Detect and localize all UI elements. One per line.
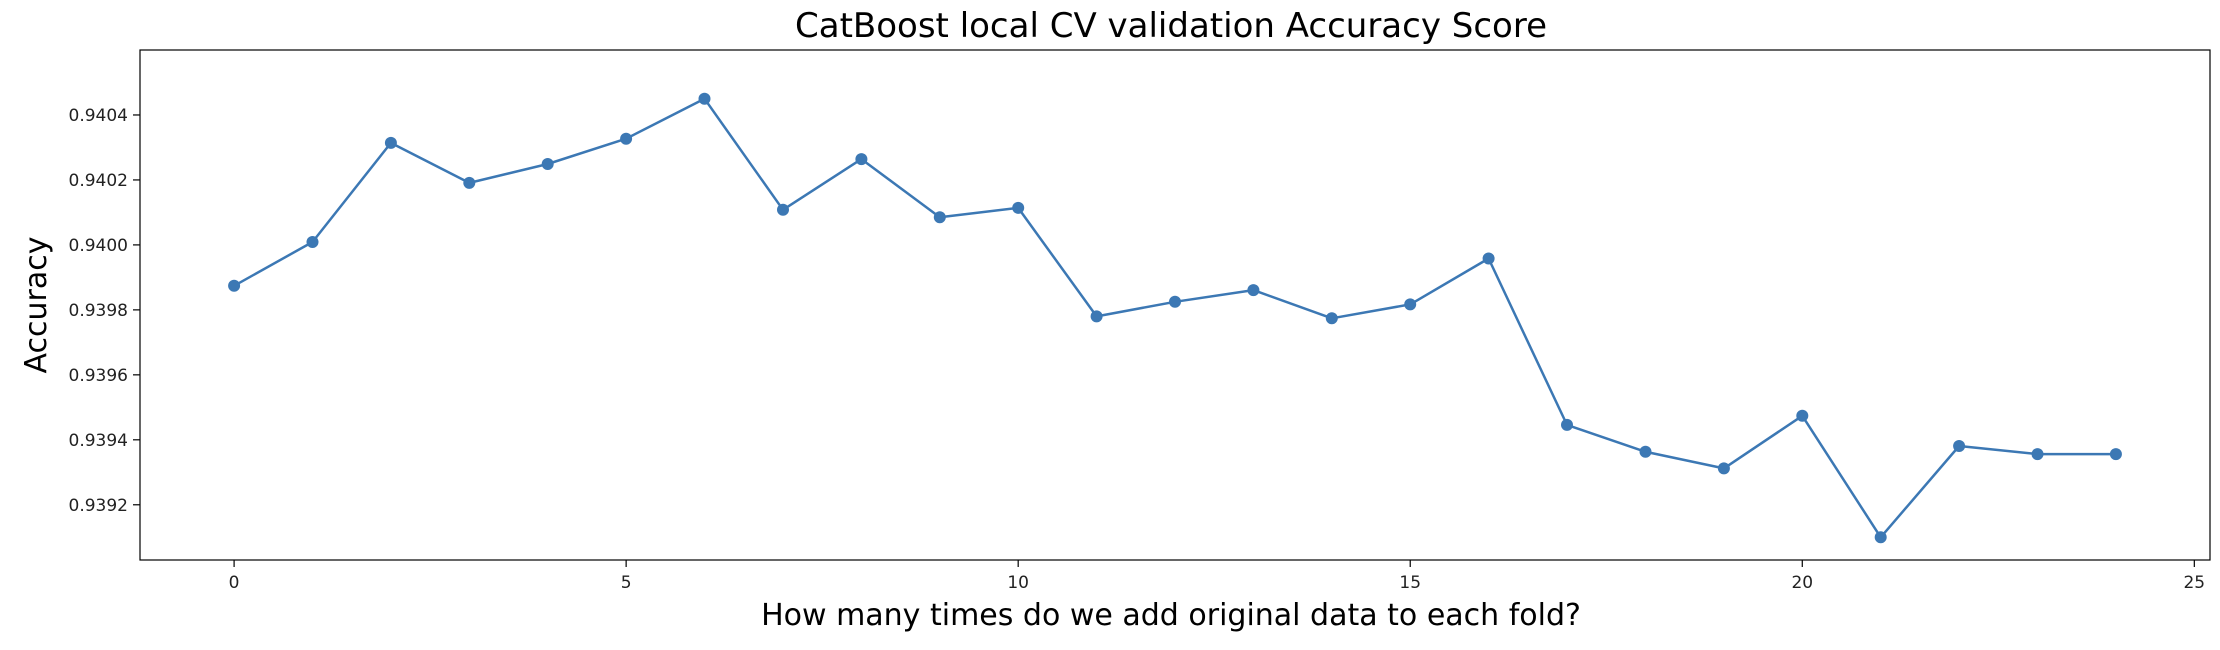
data-point bbox=[777, 203, 789, 216]
data-point bbox=[1404, 298, 1417, 311]
y-tick-label: 0.9400 bbox=[69, 236, 128, 256]
data-point bbox=[1482, 252, 1495, 265]
x-tick-label: 0 bbox=[229, 573, 240, 593]
y-axis-label: Accuracy bbox=[19, 237, 54, 374]
data-point bbox=[306, 236, 319, 248]
data-point bbox=[463, 176, 476, 189]
data-point bbox=[620, 132, 633, 145]
data-point bbox=[933, 211, 946, 224]
y-tick-label: 0.9404 bbox=[69, 106, 128, 126]
data-point bbox=[384, 136, 397, 149]
x-axis: 0 5 10 15 20 25 bbox=[229, 560, 2205, 593]
data-point bbox=[228, 279, 241, 292]
data-point bbox=[855, 153, 868, 166]
x-axis-label: How many times do we add original data t… bbox=[761, 598, 1581, 633]
chart-title: CatBoost local CV validation Accuracy Sc… bbox=[795, 6, 1547, 46]
data-point bbox=[1325, 312, 1338, 325]
x-tick-label: 20 bbox=[1791, 573, 1813, 593]
x-tick-label: 15 bbox=[1399, 573, 1421, 593]
y-tick-label: 0.9396 bbox=[69, 366, 128, 386]
data-point bbox=[1953, 440, 1966, 452]
y-tick-label: 0.9392 bbox=[69, 496, 128, 516]
data-point bbox=[1796, 409, 1809, 422]
x-tick-label: 5 bbox=[621, 573, 632, 593]
data-point bbox=[2109, 448, 2122, 461]
data-point bbox=[1639, 445, 1652, 458]
data-point bbox=[698, 92, 711, 105]
data-point bbox=[1247, 284, 1260, 297]
x-tick-label: 10 bbox=[1007, 573, 1029, 593]
data-point bbox=[1717, 462, 1730, 475]
data-point bbox=[1874, 531, 1887, 544]
data-point bbox=[2031, 448, 2044, 461]
series-line bbox=[233, 97, 2116, 539]
y-tick-label: 0.9394 bbox=[69, 431, 128, 451]
data-markers bbox=[228, 92, 2122, 544]
data-point bbox=[541, 158, 554, 170]
x-tick-label: 25 bbox=[2183, 573, 2205, 593]
plot-frame bbox=[139, 49, 2211, 561]
y-axis: 0.9392 0.9394 0.9396 0.9398 0.9400 0.9402 0.94… bbox=[69, 106, 140, 516]
data-point bbox=[1561, 418, 1573, 431]
data-point bbox=[1169, 295, 1181, 308]
y-tick-label: 0.9402 bbox=[69, 171, 128, 191]
y-tick-label: 0.9398 bbox=[69, 301, 128, 321]
data-point bbox=[1090, 310, 1103, 323]
data-point bbox=[1012, 201, 1025, 214]
